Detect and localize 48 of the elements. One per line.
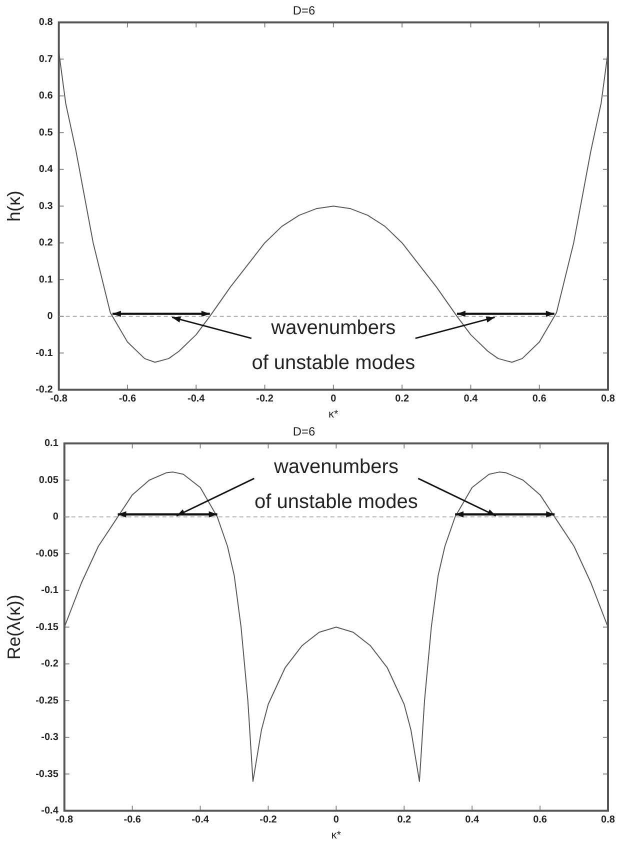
y-tick-label: -0.15 xyxy=(36,622,59,633)
y-tick-label: 0.7 xyxy=(38,54,54,65)
y-axis-title: h(κ) xyxy=(4,190,24,222)
x-tick-label: -0.8 xyxy=(56,814,74,826)
y-tick-label: 0.1 xyxy=(38,274,54,286)
x-tick-label: -0.2 xyxy=(256,394,274,405)
x-tick-label: -0.4 xyxy=(192,814,210,826)
chart-title: D=6 xyxy=(292,4,316,18)
x-tick-label: -0.4 xyxy=(188,394,206,405)
x-axis-title: κ* xyxy=(331,829,342,842)
x-tick-label: 0.8 xyxy=(601,814,616,826)
y-axis-title: Re(λ(κ)) xyxy=(4,594,24,660)
y-tick-label: 0.1 xyxy=(44,438,59,450)
x-tick-label: 0 xyxy=(330,394,337,405)
x-tick-label: 0 xyxy=(333,814,340,826)
y-tick-label: -0.05 xyxy=(36,548,59,560)
y-tick-label: -0.2 xyxy=(36,384,54,396)
y-tick-label: -0.1 xyxy=(41,585,59,596)
x-tick-label: 0.4 xyxy=(465,814,480,826)
x-tick-label: 0.4 xyxy=(464,394,478,405)
y-tick-label: -0.35 xyxy=(36,768,59,780)
y-tick-label: 0.6 xyxy=(38,90,54,102)
y-tick-label: 0.5 xyxy=(38,127,54,138)
y-tick-label: -0.1 xyxy=(36,348,54,359)
x-tick-label: -0.6 xyxy=(118,394,137,405)
y-tick-label: 0 xyxy=(47,311,54,322)
x-tick-label: 0.8 xyxy=(601,394,616,405)
x-tick-label: 0.2 xyxy=(395,394,410,405)
y-tick-label: -0.2 xyxy=(41,658,59,670)
y-tick-label: -0.25 xyxy=(36,695,59,706)
x-tick-label: -0.2 xyxy=(260,814,278,826)
x-tick-label: 0.6 xyxy=(533,814,548,826)
annotation: wavenumbers of unstable modes xyxy=(252,316,416,374)
y-tick-label: 0.8 xyxy=(38,17,54,28)
x-tick-label: 0.6 xyxy=(532,394,547,405)
y-tick-label: 0.05 xyxy=(38,474,59,486)
y-tick-label: -0.4 xyxy=(41,806,59,817)
y-tick-label: 0.3 xyxy=(38,200,54,212)
x-axis-title: κ* xyxy=(328,408,340,420)
annotation: wavenumbers of unstable modes xyxy=(254,456,418,513)
x-tick-label: -0.8 xyxy=(50,394,68,405)
x-tick-label: 0.2 xyxy=(397,814,412,826)
y-tick-label: 0.2 xyxy=(38,238,54,249)
x-tick-label: -0.6 xyxy=(124,814,142,826)
y-tick-label: -0.3 xyxy=(41,732,59,744)
chart-title: D=6 xyxy=(292,424,316,439)
y-tick-label: 0.4 xyxy=(38,164,54,176)
y-tick-label: 0 xyxy=(52,512,59,523)
